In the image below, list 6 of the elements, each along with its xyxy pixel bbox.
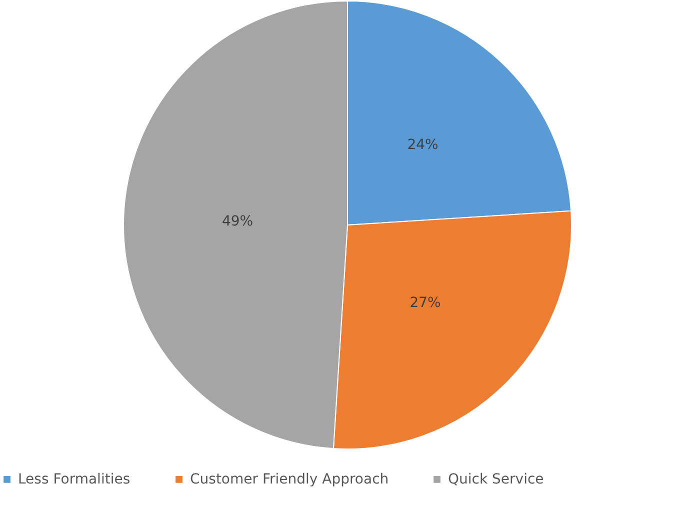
legend-label: Quick Service: [448, 471, 544, 488]
legend-label: Customer Friendly Approach: [190, 471, 389, 488]
data-label: 49%: [222, 214, 254, 230]
data-label: 27%: [410, 294, 441, 311]
legend-label: Less Formalities: [18, 471, 130, 488]
data-label: 24%: [407, 136, 438, 153]
